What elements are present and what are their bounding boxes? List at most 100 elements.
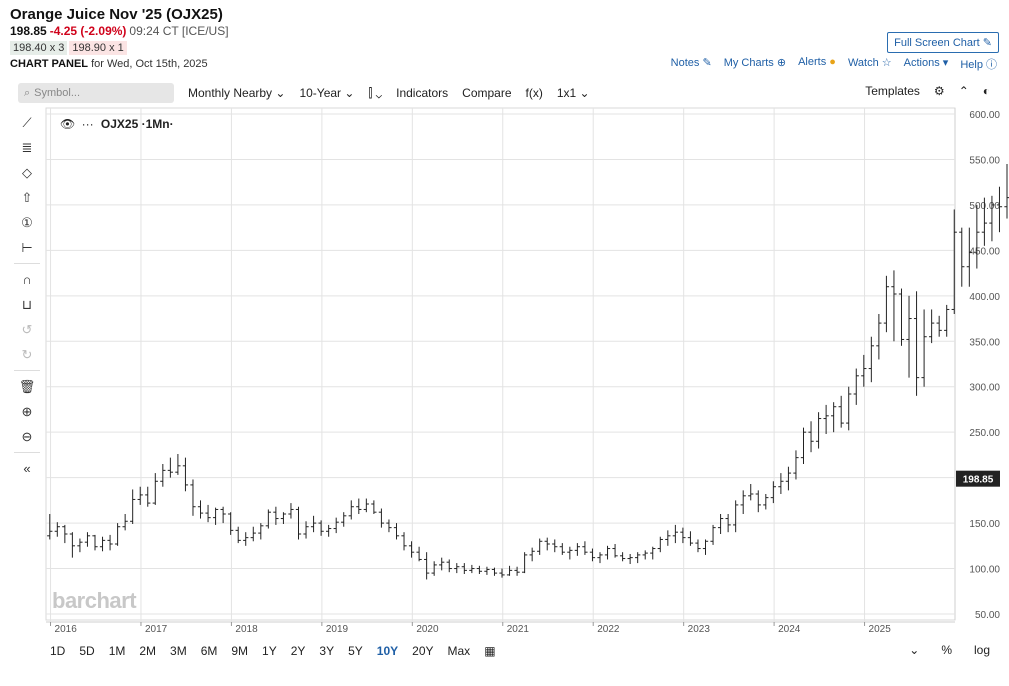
y-tick-label: 550.00 xyxy=(969,155,1000,166)
full-screen-chart-button[interactable]: Full Screen Chart ✎ xyxy=(887,32,999,53)
ohlc-bar xyxy=(898,288,905,346)
range-1m[interactable]: 1M xyxy=(108,644,126,658)
fx-button[interactable]: f(x) xyxy=(525,86,543,100)
zoom-in-icon[interactable]: ⊕ xyxy=(21,403,33,419)
magnet-icon[interactable]: ∩ xyxy=(22,272,32,287)
range-3y[interactable]: 3Y xyxy=(319,644,335,658)
actions-link[interactable]: Actions ▾ xyxy=(904,56,949,72)
ohlc-bar xyxy=(883,275,890,333)
ohlc-bar xyxy=(537,538,543,555)
x-tick-label: 2023 xyxy=(688,624,711,635)
ohlc-bar xyxy=(130,489,136,524)
ohlc-bar xyxy=(356,498,362,514)
calendar-icon[interactable]: ▦ xyxy=(484,644,496,658)
ohlc-bar xyxy=(1004,164,1009,219)
panel-date: for Wed, Oct 15th, 2025 xyxy=(91,58,208,70)
fib-tool-icon[interactable]: ≣ xyxy=(21,139,33,155)
undo-icon[interactable]: ↺ xyxy=(21,321,33,337)
ohlc-bar xyxy=(99,536,106,552)
ohlc-bar xyxy=(928,309,935,344)
ohlc-bar xyxy=(612,544,618,558)
symbol-search[interactable]: ⌕ Symbol... xyxy=(18,83,174,103)
chart-legend: 👁 ··· OJX25 ·1Mn· xyxy=(60,117,174,131)
arrow-tool-icon[interactable]: ⇧ xyxy=(21,189,33,205)
ohlc-bar xyxy=(936,315,942,337)
indicators-button[interactable]: Indicators xyxy=(396,86,449,100)
templates-button[interactable]: Templates xyxy=(865,84,920,98)
my-charts-link[interactable]: My Charts ⊕ xyxy=(724,56,786,72)
ohlc-bar xyxy=(514,566,520,576)
notes-link[interactable]: Notes ✎ xyxy=(671,56,712,72)
alerts-link[interactable]: Alerts ● xyxy=(798,56,836,72)
dark-mode-icon[interactable]: ◐ xyxy=(982,84,990,98)
ohlc-bar xyxy=(944,304,950,337)
range-2y[interactable]: 2Y xyxy=(290,644,306,658)
range-5d[interactable]: 5D xyxy=(79,644,95,658)
ohlc-bar xyxy=(868,336,874,383)
ohlc-bar xyxy=(733,500,739,533)
ohlc-bar xyxy=(250,526,256,542)
collapse-up-icon[interactable]: ⌃ xyxy=(958,84,969,98)
ohlc-bar xyxy=(114,523,121,546)
ohlc-bar xyxy=(371,500,377,514)
ohlc-bar xyxy=(416,546,422,562)
help-link[interactable]: Help ⓘ xyxy=(960,56,997,72)
measure-tool-icon[interactable]: ⊢ xyxy=(21,239,33,255)
percent-toggle[interactable]: % xyxy=(941,643,952,657)
collapse-sidebar-icon[interactable]: « xyxy=(23,461,31,476)
gear-icon[interactable]: ⚙ xyxy=(933,84,945,98)
ohlc-bar xyxy=(808,421,814,453)
ohlc-bar xyxy=(665,530,671,546)
redo-icon[interactable]: ↻ xyxy=(21,346,33,362)
monthly-label: Monthly Nearby xyxy=(188,86,273,100)
line-tool-icon[interactable]: ⟋ xyxy=(22,114,32,130)
ohlc-bar xyxy=(288,503,294,519)
unlock-icon[interactable]: ⊔ xyxy=(21,296,33,312)
trash-icon[interactable]: 🗑 xyxy=(18,378,36,394)
x-tick-label: 2016 xyxy=(55,624,78,635)
notes-label: Notes xyxy=(670,57,700,69)
range-2m[interactable]: 2M xyxy=(139,644,157,658)
y-tick-label: 50.00 xyxy=(975,610,1000,621)
range-9m[interactable]: 9M xyxy=(231,644,249,658)
range-5y[interactable]: 5Y xyxy=(348,644,363,658)
shape-tool-icon[interactable]: ◇ xyxy=(22,164,32,180)
notes-icon: ✎ xyxy=(702,57,712,69)
ohlc-bar xyxy=(800,427,807,464)
range-bar: 1D 5D 1M 2M 3M 6M 9M 1Y 2Y 3Y 5Y 10Y 20Y Max ▦ ⌄ % log xyxy=(50,640,1000,662)
ohlc-bar xyxy=(378,508,385,528)
ohlc-bar xyxy=(363,498,369,513)
layout-dropdown[interactable]: 1x1 ⌄ xyxy=(557,86,590,100)
chevron-double-down-icon[interactable]: ⌄ xyxy=(909,643,920,657)
range-20y[interactable]: 20Y xyxy=(412,644,434,658)
eye-icon[interactable]: 👁 xyxy=(60,117,76,131)
ohlc-bar xyxy=(401,532,407,551)
period-dropdown[interactable]: 10-Year ⌄ xyxy=(299,86,354,100)
watch-link[interactable]: Watch ☆ xyxy=(848,56,892,72)
range-max[interactable]: Max xyxy=(447,644,471,658)
range-1y[interactable]: 1Y xyxy=(262,644,277,658)
last-price-label: 198.85 xyxy=(963,475,994,486)
compare-button[interactable]: Compare xyxy=(462,86,512,100)
range-6m[interactable]: 6M xyxy=(200,644,218,658)
ohlc-bar xyxy=(906,295,912,378)
range-10y[interactable]: 10Y xyxy=(376,644,399,658)
ohlc-bar xyxy=(205,504,211,523)
price-change: -4.25 (-2.09%) xyxy=(49,24,127,38)
ohlc-bar xyxy=(92,534,98,551)
ohlc-bar xyxy=(77,538,83,553)
range-3m[interactable]: 3M xyxy=(170,644,187,658)
annotation-tool-icon[interactable]: ① xyxy=(21,214,33,230)
more-icon[interactable]: ··· xyxy=(81,117,94,131)
ohlc-bar xyxy=(846,386,852,431)
my-charts-label: My Charts xyxy=(723,57,774,69)
range-1d[interactable]: 1D xyxy=(50,644,66,658)
log-toggle[interactable]: log xyxy=(973,643,990,657)
ohlc-bar xyxy=(838,395,844,428)
monthly-nearby-dropdown[interactable]: Monthly Nearby ⌄ xyxy=(188,86,285,100)
zoom-out-icon[interactable]: ⊖ xyxy=(21,428,33,444)
bar-type-dropdown[interactable]: ⫿ ⌄ xyxy=(368,86,382,101)
y-tick-label: 500.00 xyxy=(969,201,1000,212)
panel-label: CHART PANEL xyxy=(10,58,89,70)
help-icon: ⓘ xyxy=(986,59,997,71)
